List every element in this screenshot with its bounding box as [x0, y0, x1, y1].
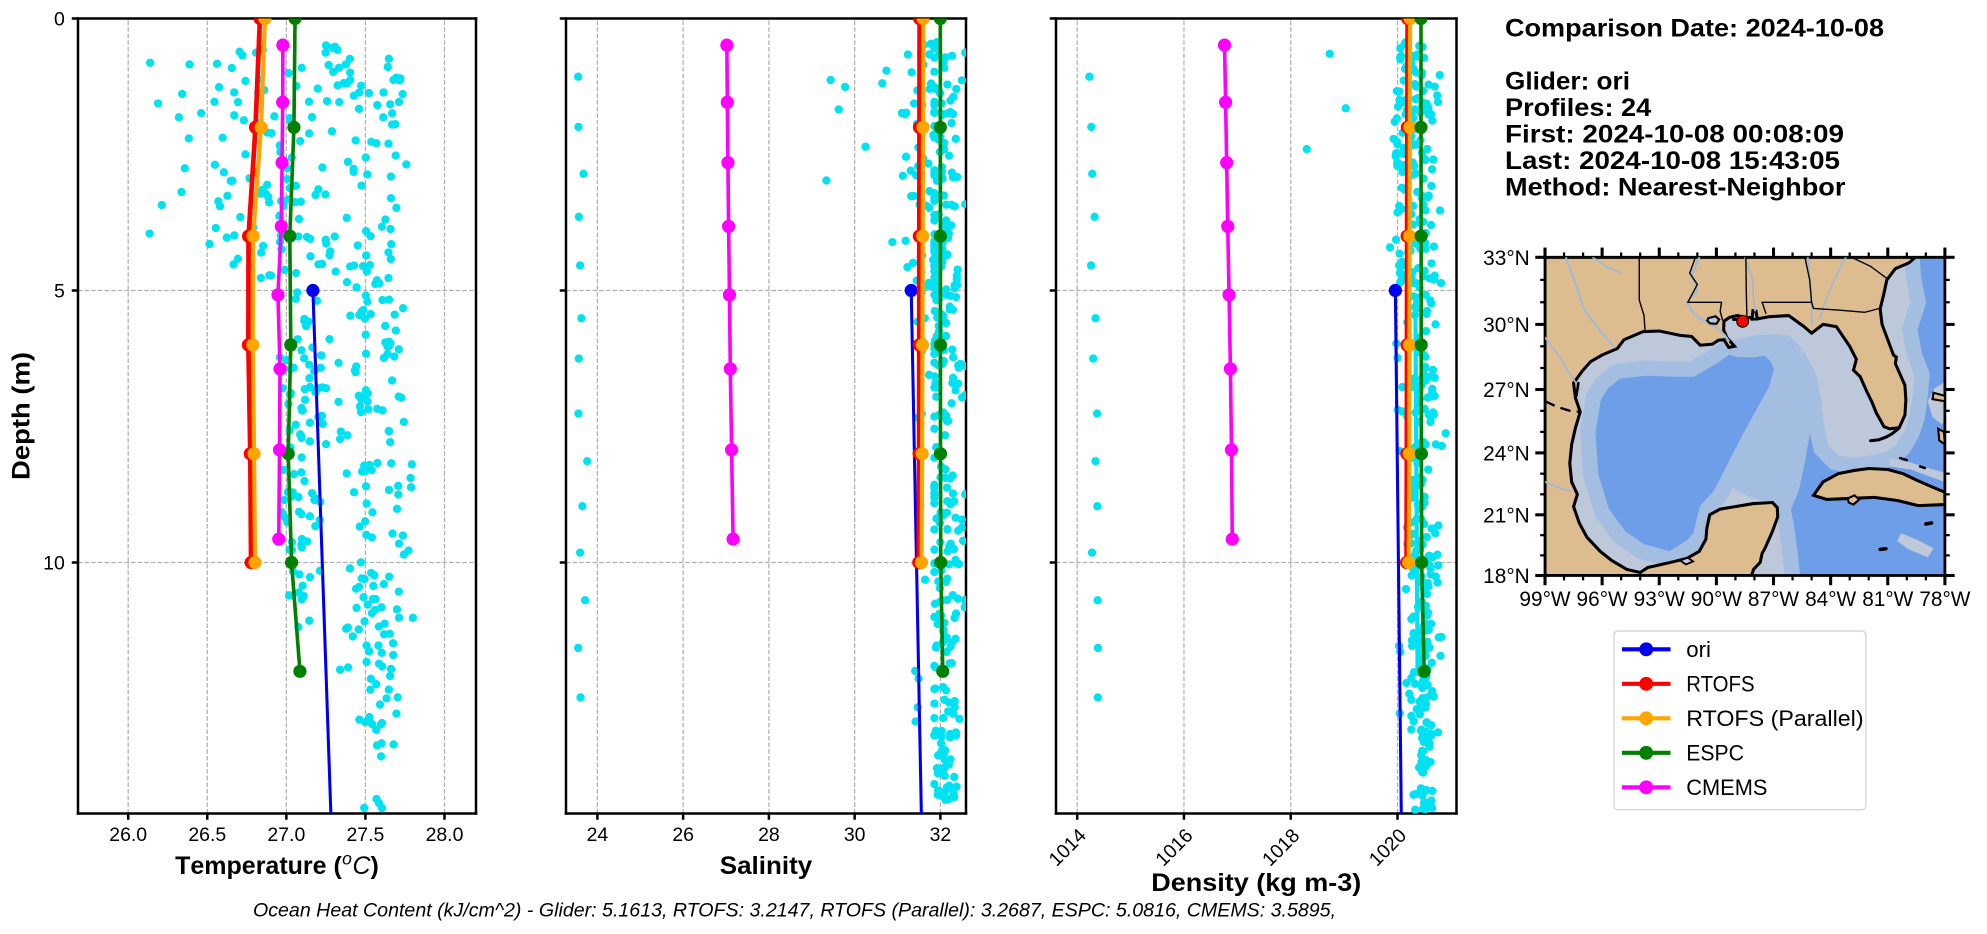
svg-text:RTOFS (Parallel): RTOFS (Parallel): [1686, 706, 1863, 731]
svg-text:Depth (m): Depth (m): [8, 352, 36, 480]
svg-text:Ocean Heat Content (kJ/cm^2) -: Ocean Heat Content (kJ/cm^2) - Glider: 5…: [253, 900, 1336, 922]
svg-text:87°W: 87°W: [1748, 588, 1799, 611]
svg-text:First: 2024-10-08 00:08:09: First: 2024-10-08 00:08:09: [1505, 120, 1844, 148]
svg-text:5: 5: [54, 281, 65, 303]
svg-text:Salinity: Salinity: [720, 852, 813, 880]
svg-text:27°N: 27°N: [1483, 379, 1530, 402]
svg-text:21°N: 21°N: [1483, 504, 1530, 527]
svg-text:CMEMS: CMEMS: [1686, 775, 1767, 800]
svg-text:T e m p: T e m p e r a t u r e ( ) o C: [175, 845, 385, 880]
svg-text:27.5: 27.5: [346, 824, 384, 846]
svg-text:81°W: 81°W: [1862, 588, 1913, 611]
svg-text:99°W: 99°W: [1519, 588, 1570, 611]
svg-text:32: 32: [930, 824, 952, 846]
svg-text:90°W: 90°W: [1691, 588, 1742, 611]
svg-text:28: 28: [758, 824, 780, 846]
svg-text:93°W: 93°W: [1634, 588, 1685, 611]
svg-text:Last: 2024-10-08 15:43:05: Last: 2024-10-08 15:43:05: [1505, 147, 1840, 175]
svg-text:26.5: 26.5: [188, 824, 226, 846]
svg-text:28.0: 28.0: [426, 824, 464, 846]
svg-text:26.0: 26.0: [109, 824, 147, 846]
svg-text:26: 26: [672, 824, 694, 846]
svg-text:30: 30: [844, 824, 866, 846]
svg-text:96°W: 96°W: [1577, 588, 1628, 611]
svg-text:Density (kg m-3): Density (kg m-3): [1151, 869, 1361, 897]
svg-text:30°N: 30°N: [1483, 314, 1530, 337]
svg-text:RTOFS: RTOFS: [1686, 672, 1754, 697]
svg-text:Comparison Date: 2024-10-08: Comparison Date: 2024-10-08: [1505, 14, 1884, 42]
svg-text:Method: Nearest-Neighbor: Method: Nearest-Neighbor: [1505, 173, 1846, 201]
svg-text:24: 24: [587, 824, 609, 846]
svg-text:33°N: 33°N: [1483, 247, 1530, 270]
svg-text:ori: ori: [1686, 637, 1711, 662]
svg-text:84°W: 84°W: [1805, 588, 1856, 611]
svg-text:78°W: 78°W: [1919, 588, 1970, 611]
svg-text:0: 0: [54, 9, 65, 31]
svg-text:18°N: 18°N: [1483, 565, 1530, 588]
svg-text:27.0: 27.0: [267, 824, 305, 846]
svg-text:ESPC: ESPC: [1686, 741, 1744, 766]
svg-text:10: 10: [43, 553, 65, 575]
svg-text:Glider: ori: Glider: ori: [1505, 67, 1630, 95]
svg-text:Profiles: 24: Profiles: 24: [1505, 94, 1651, 122]
svg-text:24°N: 24°N: [1483, 442, 1530, 465]
